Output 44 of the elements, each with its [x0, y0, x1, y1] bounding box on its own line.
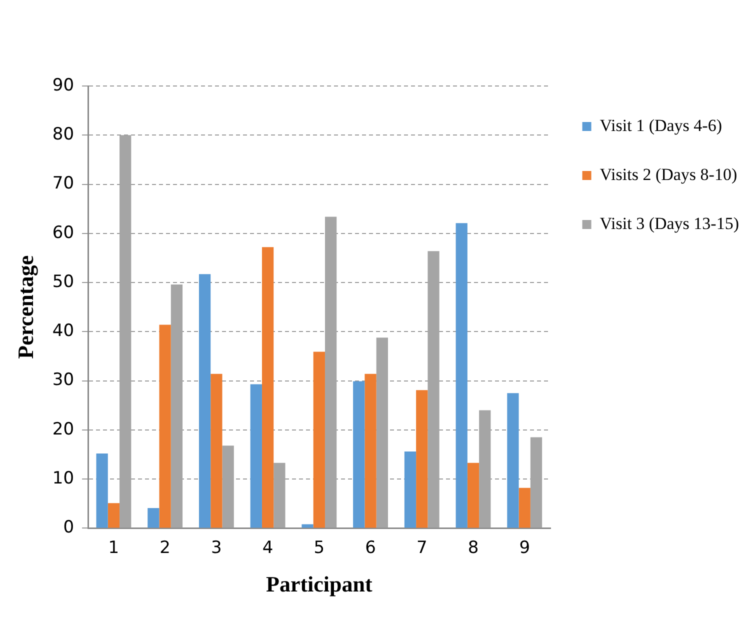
y-tick-label: 60 — [52, 222, 74, 243]
x-tick-label: 2 — [160, 538, 170, 558]
y-tick-label: 10 — [52, 468, 74, 488]
bar — [108, 503, 120, 528]
x-tick-label: 9 — [519, 538, 530, 558]
y-axis-title: Percentage — [12, 255, 38, 359]
bar — [96, 454, 108, 528]
y-tick-label: 90 — [52, 75, 74, 96]
y-tick-label: 20 — [52, 419, 74, 440]
x-tick-label: 7 — [416, 538, 428, 558]
legend-label: Visits 2 (Days 8-10) — [600, 164, 738, 184]
x-tick-label: 8 — [468, 538, 479, 558]
bar — [198, 274, 211, 528]
bar — [313, 352, 325, 528]
bar — [302, 524, 314, 528]
bar — [262, 247, 274, 528]
y-tick-label: 0 — [63, 518, 74, 538]
bar — [456, 223, 468, 528]
bar — [467, 462, 480, 528]
x-tick-label: 1 — [108, 538, 120, 558]
bar — [518, 488, 530, 528]
legend-label: Visit 3 (Days 13-15) — [600, 214, 740, 233]
y-tick-label: 40 — [52, 321, 74, 342]
y-tick-label: 70 — [52, 174, 74, 194]
bar — [159, 324, 171, 528]
y-tick-label: 50 — [52, 272, 74, 292]
x-axis-title: Participant — [266, 571, 373, 596]
bar — [376, 338, 388, 528]
x-tick-label: 4 — [262, 538, 274, 558]
bar — [507, 393, 519, 528]
x-tick-label: 5 — [314, 538, 325, 558]
x-tick-label: 6 — [365, 538, 376, 558]
y-tick-label: 30 — [52, 370, 74, 390]
bar — [250, 384, 262, 528]
y-tick-label: 80 — [52, 124, 74, 145]
bar — [353, 381, 365, 528]
legend-label: Visit 1 (Days 4-6) — [600, 116, 722, 135]
bar — [416, 390, 428, 528]
x-tick-label: 3 — [211, 538, 222, 558]
bar — [222, 446, 234, 528]
bar — [148, 508, 160, 528]
bar — [364, 374, 376, 528]
bar — [210, 374, 222, 528]
bar — [404, 452, 416, 528]
